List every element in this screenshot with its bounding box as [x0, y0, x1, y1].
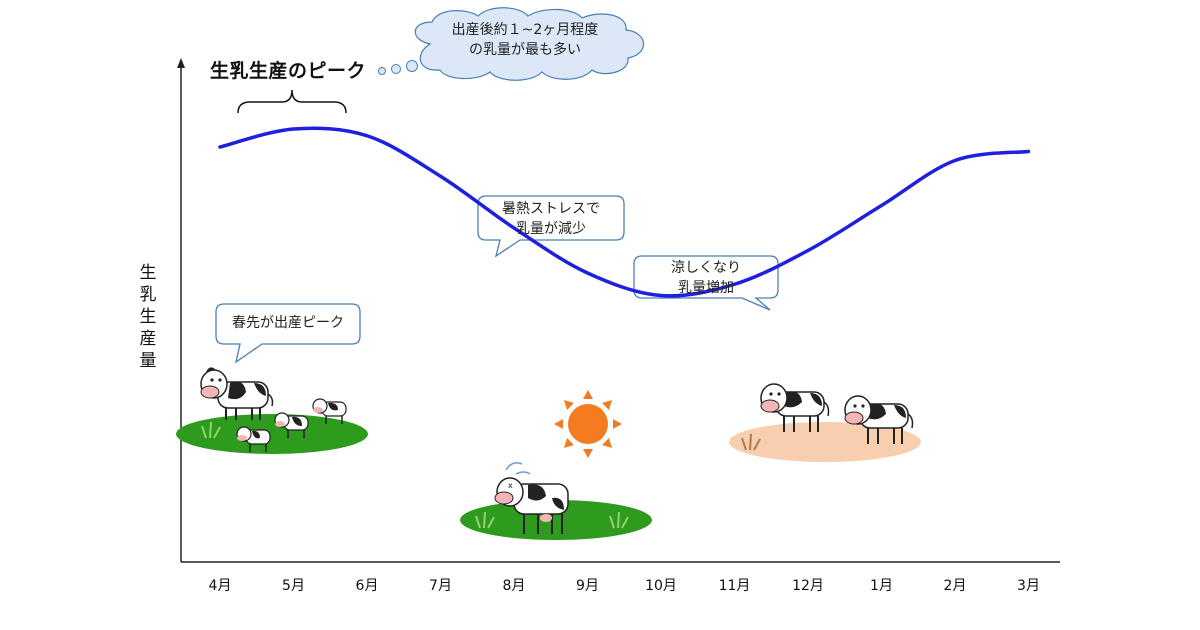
- x-tick-label: 12月: [792, 578, 824, 594]
- sun-icon: [554, 390, 622, 458]
- thought-cloud-icon: [378, 7, 645, 81]
- spring-callout-text: 春先が出産ピーク: [232, 315, 344, 331]
- calf-icon: [312, 398, 347, 424]
- dry-grass-tuft-icon: [741, 433, 761, 451]
- spring-callout-box: [215, 303, 361, 364]
- x-tick-label: 11月: [718, 578, 751, 594]
- data-point-4月: [218, 145, 222, 149]
- x-tick-label: 9月: [576, 578, 599, 594]
- data-point-6月: [365, 134, 369, 138]
- autumn-ground-patch: [729, 422, 921, 462]
- x-tick-label: 1月: [870, 578, 893, 594]
- x-tick-label: 7月: [429, 578, 452, 594]
- x-tick-label: 3月: [1017, 578, 1040, 594]
- y-axis-arrow: [177, 58, 185, 68]
- axes: [177, 58, 1060, 563]
- x-tick-label: 2月: [943, 578, 967, 594]
- peak-title: 生乳生産のピーク: [210, 60, 367, 82]
- exhausted-cow-icon: x: [494, 462, 569, 534]
- x-tick-label: 5月: [282, 578, 305, 594]
- data-point-9月: [586, 271, 590, 275]
- brace-icon: [237, 89, 347, 114]
- data-point-5月: [292, 127, 296, 131]
- data-point-3月: [1027, 150, 1031, 154]
- autumn-callout-line2: 乳量増加: [678, 280, 734, 296]
- summer-grass-patch: [460, 500, 652, 540]
- data-point-2月: [953, 159, 957, 163]
- x-tick-label: 6月: [355, 578, 379, 594]
- calf-icon: [274, 412, 309, 438]
- data-point-7月: [439, 174, 443, 178]
- x-tick-label: 4月: [208, 578, 232, 594]
- data-point-1月: [880, 204, 884, 208]
- data-point-12月: [806, 249, 810, 253]
- grass-tuft-icon: [201, 421, 629, 529]
- peak-cloud-line1: 出産後約１~2ヶ月程度: [451, 22, 599, 38]
- peak-cloud-line2: の乳量が最も多い: [469, 42, 581, 58]
- series-line: [218, 126, 1031, 298]
- calf-icon: [236, 426, 271, 452]
- x-tick-label: 8月: [502, 578, 526, 594]
- svg-text:x: x: [508, 481, 513, 490]
- y-axis-label: 生乳生産量: [139, 263, 157, 371]
- peak-cloud-text: 出産後約１~2ヶ月程度 の乳量が最も多い: [420, 20, 630, 60]
- cow-icon: [844, 395, 914, 444]
- cow-icon: [760, 383, 830, 432]
- cow-icon: [200, 367, 274, 420]
- summer-callout-line2: 乳量が減少: [516, 221, 586, 237]
- spring-grass-patch: [176, 414, 368, 454]
- summer-callout-text: 暑熱ストレスで 乳量が減少: [478, 199, 624, 239]
- autumn-callout-line1: 涼しくなり: [671, 260, 741, 276]
- autumn-callout-text: 涼しくなり 乳量増加: [634, 258, 778, 298]
- summer-callout-line1: 暑熱ストレスで: [502, 201, 600, 217]
- x-tick-label: 10月: [645, 578, 677, 594]
